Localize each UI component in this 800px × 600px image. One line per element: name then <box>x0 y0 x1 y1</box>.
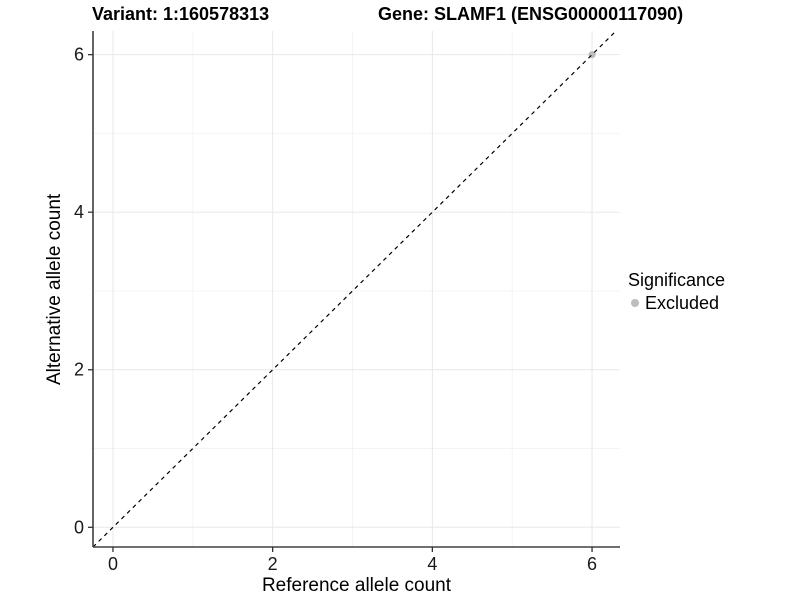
identity-line <box>92 30 617 548</box>
variant-title: Variant: 1:160578313 <box>92 4 270 24</box>
legend-item-label: Excluded <box>645 293 720 313</box>
x-tick-label: 6 <box>587 554 597 574</box>
y-tick-label: 2 <box>74 360 84 380</box>
gene-title: Gene: SLAMF1 (ENSG00000117090) <box>378 4 684 24</box>
y-axis-title: Alternative allele count <box>44 193 65 385</box>
x-tick-label: 0 <box>108 554 118 574</box>
x-tick-label: 4 <box>427 554 437 574</box>
x-tick-label: 2 <box>268 554 278 574</box>
y-tick-label: 6 <box>74 45 84 65</box>
legend-title: Significance <box>628 270 726 290</box>
y-tick-label: 0 <box>74 517 84 537</box>
y-tick-label: 4 <box>74 202 84 222</box>
legend: Significance Excluded <box>628 270 725 313</box>
legend-item-excluded: Excluded <box>628 293 725 313</box>
legend-point-icon <box>631 299 639 307</box>
x-axis-title: Reference allele count <box>261 575 452 596</box>
